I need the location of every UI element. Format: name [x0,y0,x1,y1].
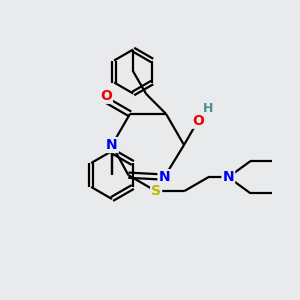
Text: S: S [151,184,161,198]
Text: H: H [203,102,213,115]
Text: N: N [223,170,234,184]
Text: O: O [192,114,204,128]
Text: O: O [100,89,112,103]
Text: N: N [106,138,118,152]
Text: N: N [158,170,170,184]
